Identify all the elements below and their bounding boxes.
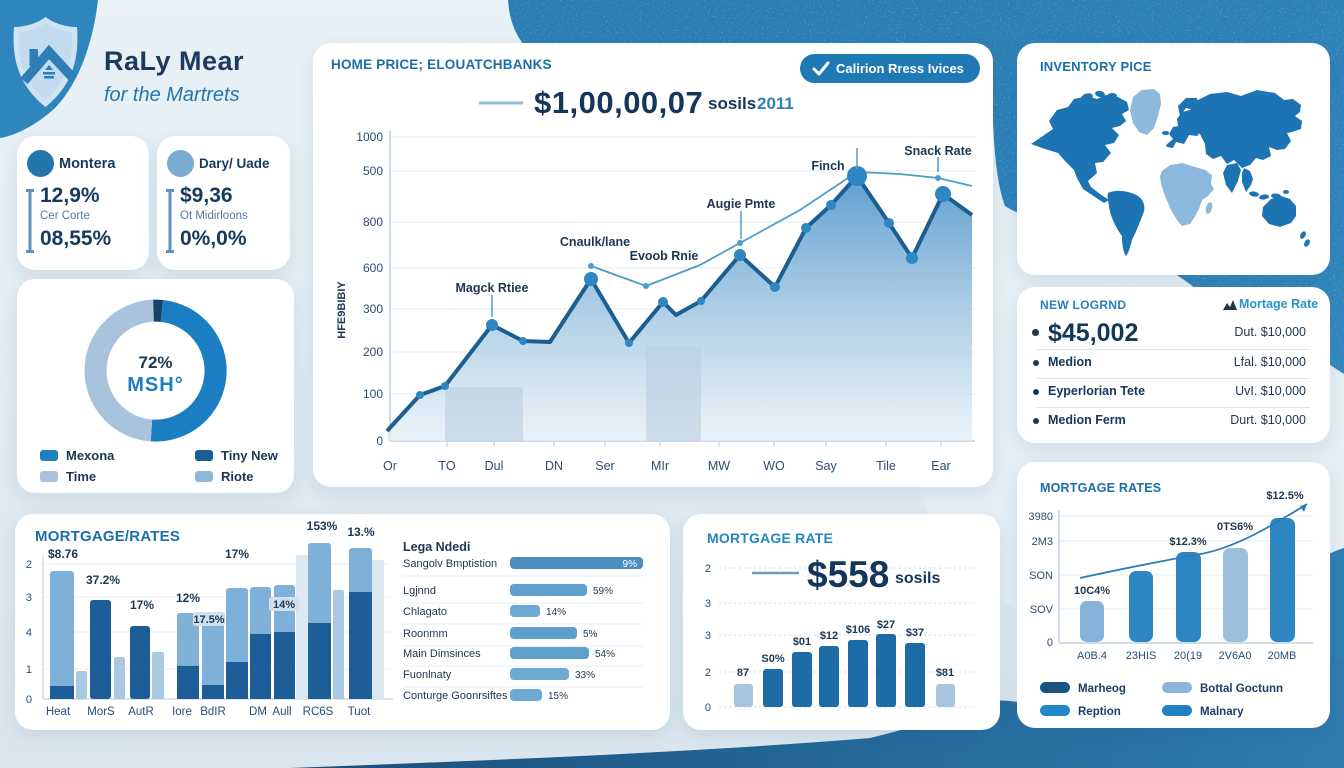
svg-text:14%: 14%	[546, 607, 566, 618]
svg-text:Tuot: Tuot	[348, 706, 371, 718]
svg-text:14%: 14%	[273, 599, 295, 611]
svg-text:MorS: MorS	[87, 706, 115, 718]
svg-text:Evoob Rnie: Evoob Rnie	[630, 249, 699, 263]
svg-text:Malnary: Malnary	[1200, 706, 1244, 718]
svg-text:3980: 3980	[1029, 511, 1053, 523]
svg-text:Ear: Ear	[931, 459, 950, 473]
svg-text:Marheog: Marheog	[1078, 683, 1126, 695]
svg-text:$12.3%: $12.3%	[1169, 536, 1207, 548]
svg-text:TO: TO	[438, 459, 455, 473]
svg-text:300: 300	[363, 302, 383, 316]
svg-text:2: 2	[705, 563, 711, 575]
svg-text:Say: Say	[815, 459, 837, 473]
svg-text:59%: 59%	[593, 586, 613, 597]
svg-text:3: 3	[26, 592, 32, 604]
svg-text:RC6S: RC6S	[303, 706, 334, 718]
svg-text:12%: 12%	[176, 591, 200, 605]
svg-text:2V6A0: 2V6A0	[1218, 650, 1251, 662]
svg-text:2M3: 2M3	[1032, 536, 1053, 548]
svg-text:Lgjnnd: Lgjnnd	[403, 585, 436, 597]
svg-text:3: 3	[705, 598, 711, 610]
svg-text:$27: $27	[877, 619, 895, 631]
svg-text:Fuonlnaty: Fuonlnaty	[403, 669, 452, 681]
svg-text:$01: $01	[793, 636, 811, 648]
svg-text:BdIR: BdIR	[200, 706, 226, 718]
svg-text:Lega Ndedi: Lega Ndedi	[403, 540, 470, 554]
svg-text:WO: WO	[763, 459, 785, 473]
svg-text:3: 3	[705, 630, 711, 642]
svg-text:Iore: Iore	[172, 706, 192, 718]
svg-text:Magck Rtiee: Magck Rtiee	[456, 281, 529, 295]
svg-text:Cnaulk/lane: Cnaulk/lane	[560, 235, 630, 249]
svg-text:600: 600	[363, 261, 383, 275]
svg-text:37.2%: 37.2%	[86, 573, 120, 587]
svg-text:Chlagato: Chlagato	[403, 606, 447, 618]
svg-text:$81: $81	[936, 667, 954, 679]
svg-text:200: 200	[363, 345, 383, 359]
svg-text:13.%: 13.%	[347, 525, 375, 539]
svg-text:54%: 54%	[595, 649, 615, 660]
svg-text:SON: SON	[1029, 570, 1053, 582]
svg-text:MIr: MIr	[651, 459, 669, 473]
svg-text:0: 0	[705, 702, 711, 714]
svg-text:0: 0	[1047, 637, 1053, 649]
svg-text:Bottal Goctunn: Bottal Goctunn	[1200, 683, 1283, 695]
svg-text:87: 87	[737, 667, 749, 679]
svg-text:$106: $106	[846, 624, 870, 636]
svg-text:5%: 5%	[583, 629, 598, 640]
svg-text:23HIS: 23HIS	[1126, 650, 1157, 662]
svg-text:AutR: AutR	[128, 706, 154, 718]
svg-text:Sangolv Bmptistion: Sangolv Bmptistion	[403, 558, 497, 570]
svg-text:1: 1	[26, 664, 32, 676]
svg-text:0TS6%: 0TS6%	[1217, 521, 1253, 533]
svg-text:Main Dimsinces: Main Dimsinces	[403, 648, 481, 660]
svg-text:Snack Rate: Snack Rate	[904, 144, 971, 158]
svg-text:2: 2	[705, 667, 711, 679]
svg-text:$12: $12	[820, 630, 838, 642]
svg-text:$8.76: $8.76	[48, 547, 78, 561]
svg-text:S0%: S0%	[761, 653, 784, 665]
svg-text:Finch: Finch	[811, 159, 844, 173]
svg-text:1000: 1000	[356, 130, 383, 144]
svg-text:SOV: SOV	[1030, 604, 1054, 616]
svg-text:153%: 153%	[307, 519, 338, 533]
svg-text:20MB: 20MB	[1268, 650, 1297, 662]
svg-text:15%: 15%	[548, 691, 568, 702]
svg-text:Dul: Dul	[485, 459, 504, 473]
svg-text:$12.5%: $12.5%	[1266, 490, 1304, 502]
svg-text:Heat: Heat	[46, 706, 71, 718]
svg-text:10C4%: 10C4%	[1074, 585, 1110, 597]
svg-text:33%: 33%	[575, 670, 595, 681]
svg-text:Ser: Ser	[595, 459, 614, 473]
svg-text:20(19: 20(19	[1174, 650, 1202, 662]
svg-text:A0B.4: A0B.4	[1077, 650, 1107, 662]
svg-text:100: 100	[363, 387, 383, 401]
svg-text:800: 800	[363, 215, 383, 229]
svg-text:9%: 9%	[623, 559, 638, 570]
svg-text:Roonmm: Roonmm	[403, 628, 448, 640]
svg-text:DN: DN	[545, 459, 563, 473]
svg-text:0: 0	[26, 694, 32, 706]
svg-text:Aull: Aull	[272, 706, 291, 718]
svg-text:0: 0	[376, 434, 383, 448]
svg-text:MW: MW	[708, 459, 730, 473]
svg-text:17%: 17%	[225, 547, 249, 561]
svg-text:Reption: Reption	[1078, 706, 1121, 718]
svg-text:2: 2	[26, 559, 32, 571]
svg-text:17.5%: 17.5%	[193, 614, 224, 626]
svg-text:$37: $37	[906, 627, 924, 639]
svg-text:DM: DM	[249, 706, 267, 718]
svg-text:Or: Or	[383, 459, 397, 473]
svg-text:17%: 17%	[130, 598, 154, 612]
svg-text:4: 4	[26, 627, 32, 639]
svg-text:Conturge Goonrsiftes: Conturge Goonrsiftes	[403, 690, 508, 702]
svg-text:Tile: Tile	[876, 459, 896, 473]
svg-text:Augie Pmte: Augie Pmte	[707, 197, 776, 211]
svg-text:HFE9BIBIY: HFE9BIBIY	[336, 281, 348, 339]
svg-text:500: 500	[363, 164, 383, 178]
